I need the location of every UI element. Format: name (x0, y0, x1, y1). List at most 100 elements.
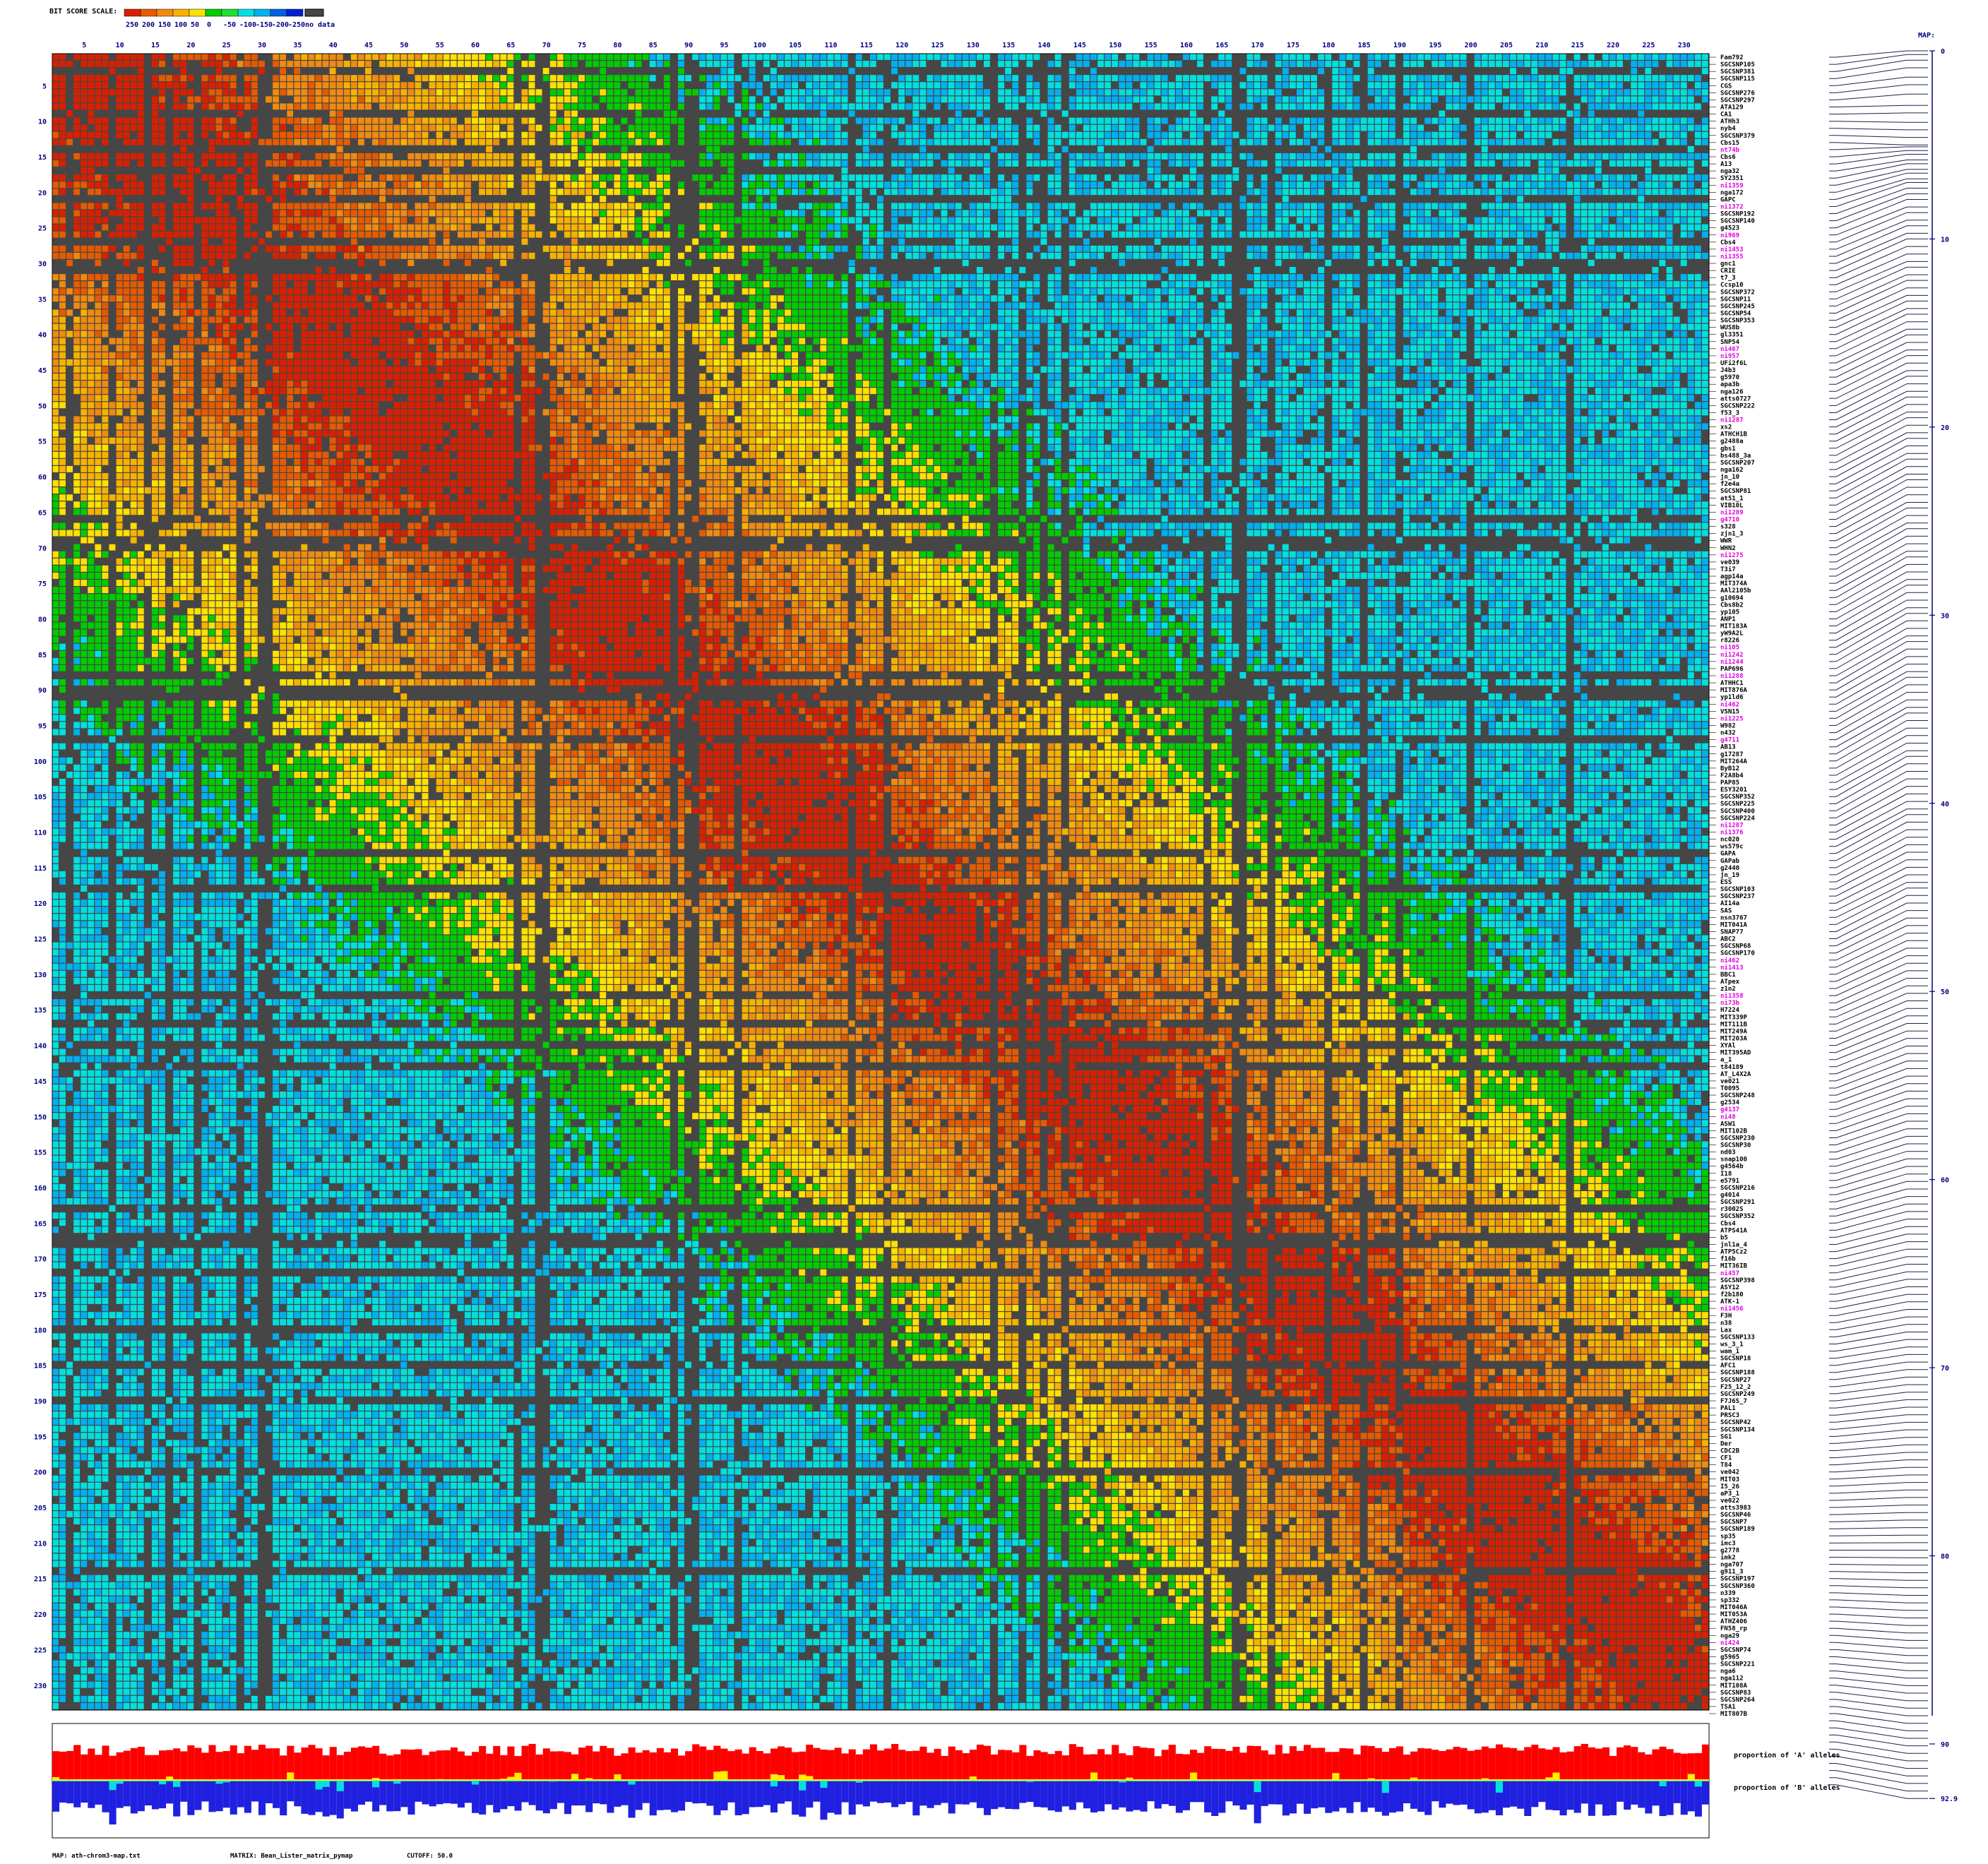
matrix-cell (1617, 61, 1623, 67)
matrix-cell (159, 61, 165, 67)
matrix-cell (194, 68, 201, 74)
matrix-cell (543, 54, 549, 60)
matrix-cell (1225, 54, 1232, 60)
matrix-cell (607, 61, 613, 67)
matrix-cell (472, 54, 478, 60)
matrix-cell (749, 54, 756, 60)
matrix-cell (323, 61, 329, 67)
matrix-cell (1012, 61, 1018, 67)
matrix-cell (664, 54, 670, 60)
matrix-cell (898, 54, 905, 60)
left-tick-label: 160 (34, 1185, 47, 1193)
matrix-cell (1126, 54, 1132, 60)
matrix-cell (813, 54, 819, 60)
matrix-cell (785, 54, 791, 60)
left-tick-label: 180 (34, 1327, 47, 1334)
matrix-cell (1567, 54, 1573, 60)
top-tick-label: 60 (471, 42, 480, 49)
matrix-cell (1695, 61, 1701, 67)
matrix-cell (1432, 54, 1438, 60)
matrix-cell (351, 54, 357, 60)
matrix-cell (1517, 61, 1523, 67)
matrix-cell (251, 68, 258, 74)
top-tick-label: 90 (684, 42, 693, 49)
scale-value: 200 (142, 21, 155, 29)
matrix-cell (294, 54, 300, 60)
top-tick-label: 170 (1251, 42, 1264, 49)
matrix-cell (344, 68, 350, 74)
matrix-cell (578, 61, 585, 67)
top-tick-label: 95 (720, 42, 728, 49)
scale-swatch (222, 9, 238, 16)
matrix-cell (1232, 61, 1239, 67)
matrix-cell (159, 68, 165, 74)
top-tick-label: 230 (1678, 42, 1691, 49)
matrix-cell (991, 54, 997, 60)
matrix-cell (316, 61, 322, 67)
matrix-cell (52, 54, 59, 60)
matrix-cell (173, 54, 179, 60)
matrix-cell (607, 54, 613, 60)
matrix-cell (1097, 54, 1104, 60)
matrix-cell (415, 61, 422, 67)
matrix-cell (1076, 61, 1083, 67)
left-tick-label: 25 (38, 225, 47, 233)
matrix-cell (73, 68, 80, 74)
matrix-cell (365, 54, 371, 60)
matrix-cell (280, 68, 286, 74)
scale-swatch (141, 9, 157, 16)
matrix-cell (237, 54, 244, 60)
matrix-cell (849, 61, 855, 67)
matrix-cell (1475, 61, 1481, 67)
matrix-cell (948, 54, 955, 60)
matrix-cell (941, 54, 948, 60)
matrix-cell (720, 61, 727, 67)
matrix-cell (1069, 61, 1076, 67)
matrix-cell (1311, 54, 1317, 60)
matrix-cell (934, 61, 941, 67)
matrix-cell (1489, 54, 1495, 60)
matrix-cell (870, 61, 876, 67)
matrix-cell (117, 54, 123, 60)
matrix-cell (500, 61, 506, 67)
matrix-cell (266, 61, 272, 67)
matrix-cell (1290, 61, 1296, 67)
matrix-cell (870, 54, 876, 60)
matrix-cell (1667, 54, 1673, 60)
matrix-cell (956, 54, 962, 60)
matrix-cell (778, 61, 784, 67)
left-tick-label: 130 (34, 972, 47, 979)
matrix-cell (280, 54, 286, 60)
matrix-cell (557, 61, 564, 67)
matrix-cell (266, 54, 272, 60)
matrix-cell (1674, 61, 1680, 67)
matrix-cell (1048, 61, 1054, 67)
matrix-cell (927, 54, 933, 60)
matrix-cell (209, 54, 215, 60)
matrix-cell (1417, 61, 1424, 67)
matrix-cell (1375, 61, 1381, 67)
left-tick-label: 75 (38, 580, 47, 588)
matrix-cell (465, 54, 471, 60)
matrix-cell (216, 68, 222, 74)
matrix-cell (507, 61, 513, 67)
matrix-cell (756, 61, 763, 67)
matrix-cell (1304, 54, 1310, 60)
top-tick-label: 215 (1571, 42, 1584, 49)
matrix-cell (1141, 54, 1147, 60)
matrix-cell (1119, 54, 1125, 60)
matrix-cell (813, 61, 819, 67)
matrix-cell (1311, 61, 1317, 67)
matrix-cell (1354, 54, 1360, 60)
top-tick-label: 150 (1109, 42, 1121, 49)
matrix-cell (835, 54, 841, 60)
matrix-cell (713, 54, 720, 60)
matrix-cell (749, 61, 756, 67)
matrix-cell (436, 61, 443, 67)
matrix-cell (1368, 61, 1374, 67)
matrix-cell (1019, 54, 1025, 60)
matrix-cell (266, 68, 272, 74)
matrix-cell (194, 61, 201, 67)
matrix-cell (629, 54, 635, 60)
matrix-cell (124, 54, 130, 60)
